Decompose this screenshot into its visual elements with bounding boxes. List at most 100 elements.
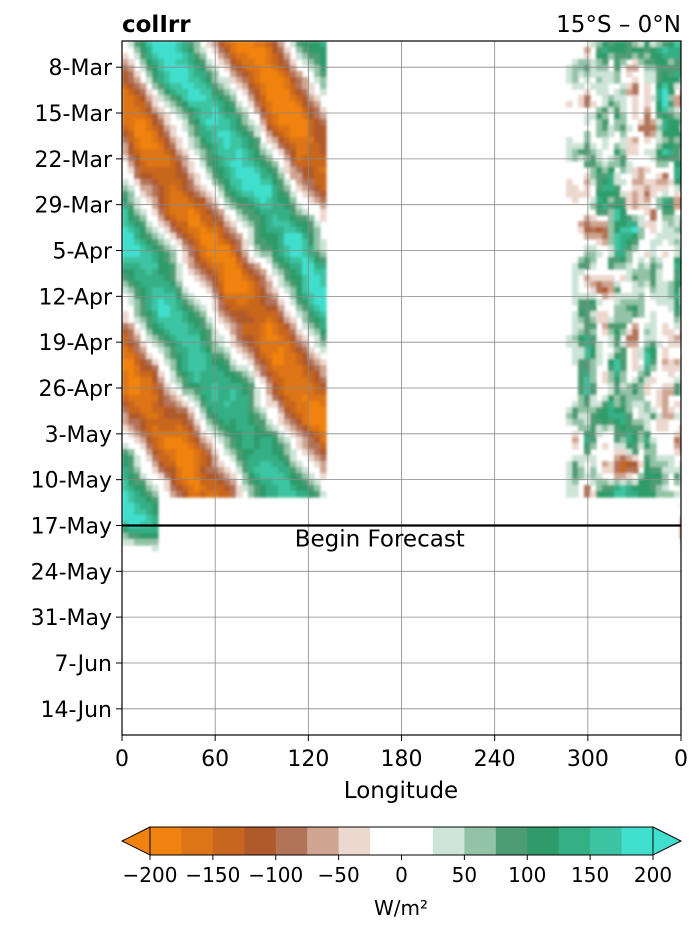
contour-cell xyxy=(308,251,315,258)
contour-cell xyxy=(122,287,129,294)
contour-cell xyxy=(290,275,297,282)
contour-cell xyxy=(272,335,279,342)
contour-cell xyxy=(572,467,579,474)
contour-cell xyxy=(266,479,273,486)
contour-cell xyxy=(674,125,681,132)
contour-cell xyxy=(314,371,321,378)
contour-cell xyxy=(272,449,279,456)
contour-cell xyxy=(644,65,651,72)
contour-cell xyxy=(158,245,165,252)
contour-cell xyxy=(242,119,249,126)
contour-cell xyxy=(224,407,231,414)
contour-cell xyxy=(188,491,195,498)
contour-cell xyxy=(128,59,135,66)
contour-cell xyxy=(188,83,195,90)
contour-cell xyxy=(134,275,141,282)
contour-cell xyxy=(152,299,159,306)
contour-cell xyxy=(668,143,675,150)
contour-cell xyxy=(608,389,615,396)
contour-cell xyxy=(218,143,225,150)
contour-cell xyxy=(194,137,201,144)
contour-cell xyxy=(224,311,231,318)
contour-cell xyxy=(188,47,195,54)
y-tick-label: 5-Apr xyxy=(52,240,112,265)
contour-cell xyxy=(668,335,675,342)
contour-cell xyxy=(614,119,621,126)
contour-cell xyxy=(158,173,165,180)
contour-cell xyxy=(320,341,327,348)
contour-cell xyxy=(248,125,255,132)
contour-cell xyxy=(146,281,153,288)
contour-cell xyxy=(152,131,159,138)
contour-cell xyxy=(656,299,663,306)
contour-cell xyxy=(620,83,627,90)
contour-cell xyxy=(128,203,135,210)
y-tick-label: 7-Jun xyxy=(54,652,112,677)
contour-cell xyxy=(248,53,255,60)
contour-cell xyxy=(194,479,201,486)
contour-cell xyxy=(290,215,297,222)
contour-cell xyxy=(242,125,249,132)
contour-cell xyxy=(260,47,267,54)
contour-cell xyxy=(638,305,645,312)
contour-cell xyxy=(578,155,585,162)
contour-cell xyxy=(200,47,207,54)
contour-cell xyxy=(632,485,639,492)
contour-cell xyxy=(230,137,237,144)
y-tick-label: 22-Mar xyxy=(35,148,113,173)
contour-cell xyxy=(194,83,201,90)
contour-cell xyxy=(152,365,159,372)
contour-cell xyxy=(302,323,309,330)
contour-cell xyxy=(272,269,279,276)
contour-cell xyxy=(590,257,597,264)
contour-cell xyxy=(572,155,579,162)
contour-cell xyxy=(272,323,279,330)
contour-cell xyxy=(128,497,135,504)
contour-cell xyxy=(254,209,261,216)
contour-cell xyxy=(644,113,651,120)
contour-cell xyxy=(584,89,591,96)
contour-cell xyxy=(302,137,309,144)
contour-cell xyxy=(602,287,609,294)
contour-cell xyxy=(254,65,261,72)
contour-cell xyxy=(266,137,273,144)
contour-cell xyxy=(164,359,171,366)
contour-cell xyxy=(236,305,243,312)
contour-cell xyxy=(176,155,183,162)
contour-cell xyxy=(272,251,279,258)
contour-cell xyxy=(266,311,273,318)
contour-cell xyxy=(314,389,321,396)
contour-cell xyxy=(170,89,177,96)
contour-cell xyxy=(320,173,327,180)
contour-cell xyxy=(158,83,165,90)
contour-cell xyxy=(626,215,633,222)
contour-cell xyxy=(662,209,669,216)
contour-cell xyxy=(206,245,213,252)
contour-cell xyxy=(308,485,315,492)
contour-cell xyxy=(278,71,285,78)
contour-cell xyxy=(230,77,237,84)
contour-cell xyxy=(590,275,597,282)
contour-cell xyxy=(584,65,591,72)
contour-cell xyxy=(272,395,279,402)
contour-cell xyxy=(614,413,621,420)
contour-cell xyxy=(206,329,213,336)
contour-cell xyxy=(260,305,267,312)
contour-cell xyxy=(602,95,609,102)
contour-cell xyxy=(152,155,159,162)
contour-cell xyxy=(164,71,171,78)
contour-cell xyxy=(284,107,291,114)
contour-cell xyxy=(608,155,615,162)
contour-cell xyxy=(152,323,159,330)
colorbar-under-arrow xyxy=(120,826,151,856)
contour-cell xyxy=(626,233,633,240)
contour-cell xyxy=(296,251,303,258)
contour-cell xyxy=(620,125,627,132)
contour-cell xyxy=(254,233,261,240)
contour-cell xyxy=(584,47,591,54)
contour-cell xyxy=(194,431,201,438)
contour-cell xyxy=(182,401,189,408)
contour-cell xyxy=(626,191,633,198)
contour-cell xyxy=(284,419,291,426)
contour-cell xyxy=(644,221,651,228)
